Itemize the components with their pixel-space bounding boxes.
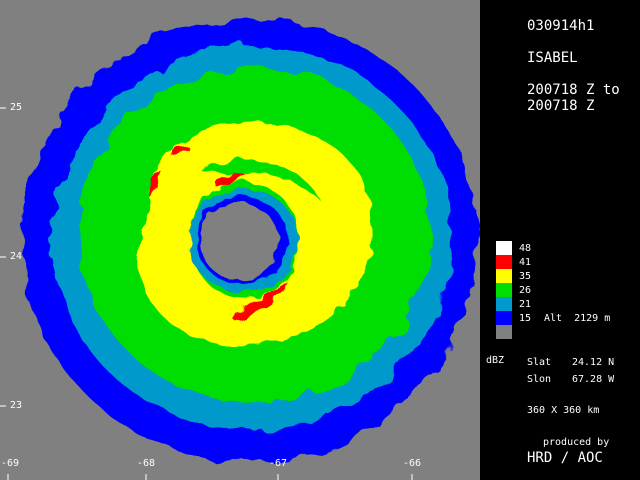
legend-level-26: 26: [519, 285, 532, 296]
legend-swatch-15: [496, 311, 512, 325]
reflectivity-26dbz-spiral: [200, 160, 320, 200]
radar-reflectivity-map: [0, 0, 480, 480]
legend-swatch-26: [496, 283, 512, 297]
case-id: 030914h1: [527, 18, 595, 34]
reflectivity-41dbz-cell: [150, 170, 160, 198]
domain-size: 360 X 360 km: [527, 405, 600, 416]
time-range-start: 200718 Z to: [527, 82, 620, 98]
credit-line-1: produced by: [543, 437, 610, 448]
legend-swatch-21: [496, 297, 512, 311]
eye-no-data: [200, 204, 280, 280]
time-range-end: 200718 Z: [527, 98, 595, 114]
lon-tick-label: -66: [403, 458, 422, 469]
legend-level-21: 21: [519, 299, 532, 310]
legend-swatch-35: [496, 269, 512, 283]
lat-tick-label: 25: [10, 102, 23, 113]
reflectivity-41dbz-cell: [215, 173, 246, 186]
legend-level-15: 15: [519, 313, 532, 324]
legend-level-48: 48: [519, 243, 532, 254]
reflectivity-41dbz-cell: [172, 145, 188, 156]
storm-name: ISABEL: [527, 50, 578, 66]
axis-ticks: [0, 107, 413, 480]
lon-tick-label: -67: [269, 458, 288, 469]
altitude-readout: Alt 2129 m: [544, 313, 611, 324]
slat-label: Slat: [527, 357, 552, 368]
slon-label: Slon: [527, 374, 552, 385]
lat-tick-label: 24: [10, 251, 23, 262]
lat-tick-label: 23: [10, 400, 23, 411]
lon-tick-label: -68: [137, 458, 156, 469]
reflectivity-35dbz-band: [138, 122, 373, 346]
legend-level-41: 41: [519, 257, 532, 268]
legend-swatch-no-data: [496, 325, 512, 339]
reflectivity-41dbz-cell: [232, 282, 288, 322]
slat-value: 24.12 N: [572, 357, 615, 368]
legend-unit: dBZ: [486, 355, 505, 366]
lon-tick-label: -69: [1, 458, 20, 469]
info-panel: [480, 0, 640, 480]
legend-swatch-48: [496, 241, 512, 255]
legend-level-35: 35: [519, 271, 532, 282]
slon-value: 67.28 W: [572, 374, 615, 385]
credit-line-2: HRD / AOC: [527, 450, 603, 466]
legend-swatch-41: [496, 255, 512, 269]
